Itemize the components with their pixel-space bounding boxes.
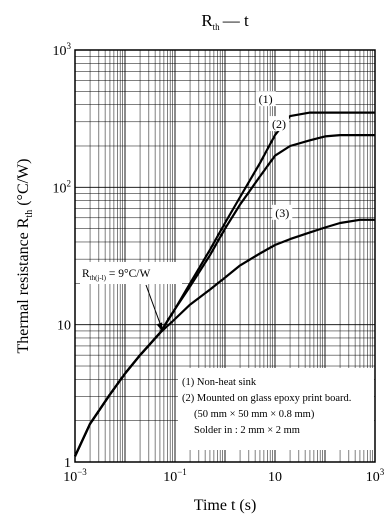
series-labels: (1) (2) (3) <box>255 91 293 220</box>
legend-line-2: (2) Mounted on glass epoxy print board. <box>182 393 351 404</box>
series-label-bg <box>272 204 293 220</box>
x-tick-label: 103 <box>366 467 385 485</box>
y-tick-label: 10 <box>57 319 71 334</box>
series-label: (3) <box>275 206 289 220</box>
annotation-arrowhead <box>156 322 163 331</box>
curves <box>74 111 375 457</box>
y-tick-label: 103 <box>53 41 72 59</box>
y-tick-label: 1 <box>64 456 71 471</box>
legend: (1) Non-heat sink (2) Mounted on glass e… <box>178 368 374 450</box>
legend-line-3: (50 mm × 50 mm × 0.8 mm) <box>194 409 315 420</box>
legend-line-4: Solder in : 2 mm × 2 mm <box>194 425 300 436</box>
plot-frame <box>74 49 376 463</box>
tick-labels: 10−3 10−1 10 103 1 10 102 103 <box>53 41 385 485</box>
rth-annotation: Rth(j-l) = 9°C/W <box>80 262 182 331</box>
annotation-arrow <box>145 284 163 330</box>
y-axis-label: Thermal resistance Rth (°C/W) <box>15 158 35 353</box>
annotation-bg <box>80 262 182 284</box>
x-axis-label: Time t (s) <box>194 497 257 514</box>
series-line-3 <box>74 218 375 457</box>
series-label: (2) <box>272 117 286 131</box>
series-label-bg <box>268 116 289 132</box>
x-tick-label: 10−1 <box>163 467 187 485</box>
y-tick-label: 102 <box>53 178 72 196</box>
annotation-text: Rth(j-l) = 9°C/W <box>82 268 150 282</box>
series-label-bg <box>255 91 276 107</box>
series-label: (1) <box>259 92 273 106</box>
legend-bg <box>178 368 374 450</box>
x-tick-label: 10 <box>268 470 282 485</box>
x-tick-label: 10−3 <box>63 467 87 485</box>
legend-line-1: (1) Non-heat sink <box>182 377 257 388</box>
chart-title: Rth — t <box>201 11 249 32</box>
